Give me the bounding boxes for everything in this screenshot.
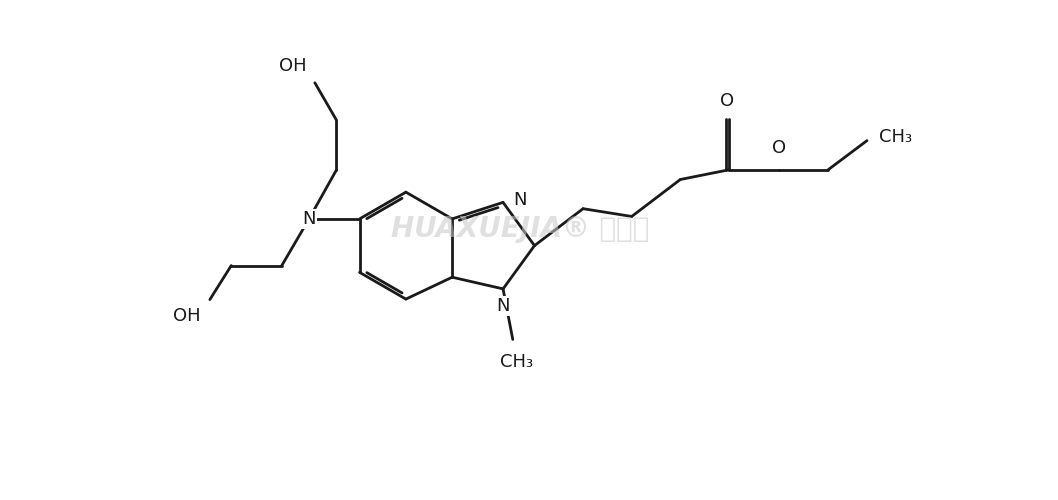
Text: O: O (772, 139, 786, 157)
Text: CH₃: CH₃ (500, 353, 533, 371)
Text: N: N (496, 296, 510, 314)
Text: O: O (719, 92, 734, 110)
Text: OH: OH (172, 308, 200, 326)
Text: N: N (513, 192, 526, 210)
Text: OH: OH (279, 57, 307, 75)
Text: HUAXUEJIA® 化学加: HUAXUEJIA® 化学加 (391, 214, 650, 242)
Text: CH₃: CH₃ (878, 128, 912, 146)
Text: N: N (303, 210, 315, 228)
